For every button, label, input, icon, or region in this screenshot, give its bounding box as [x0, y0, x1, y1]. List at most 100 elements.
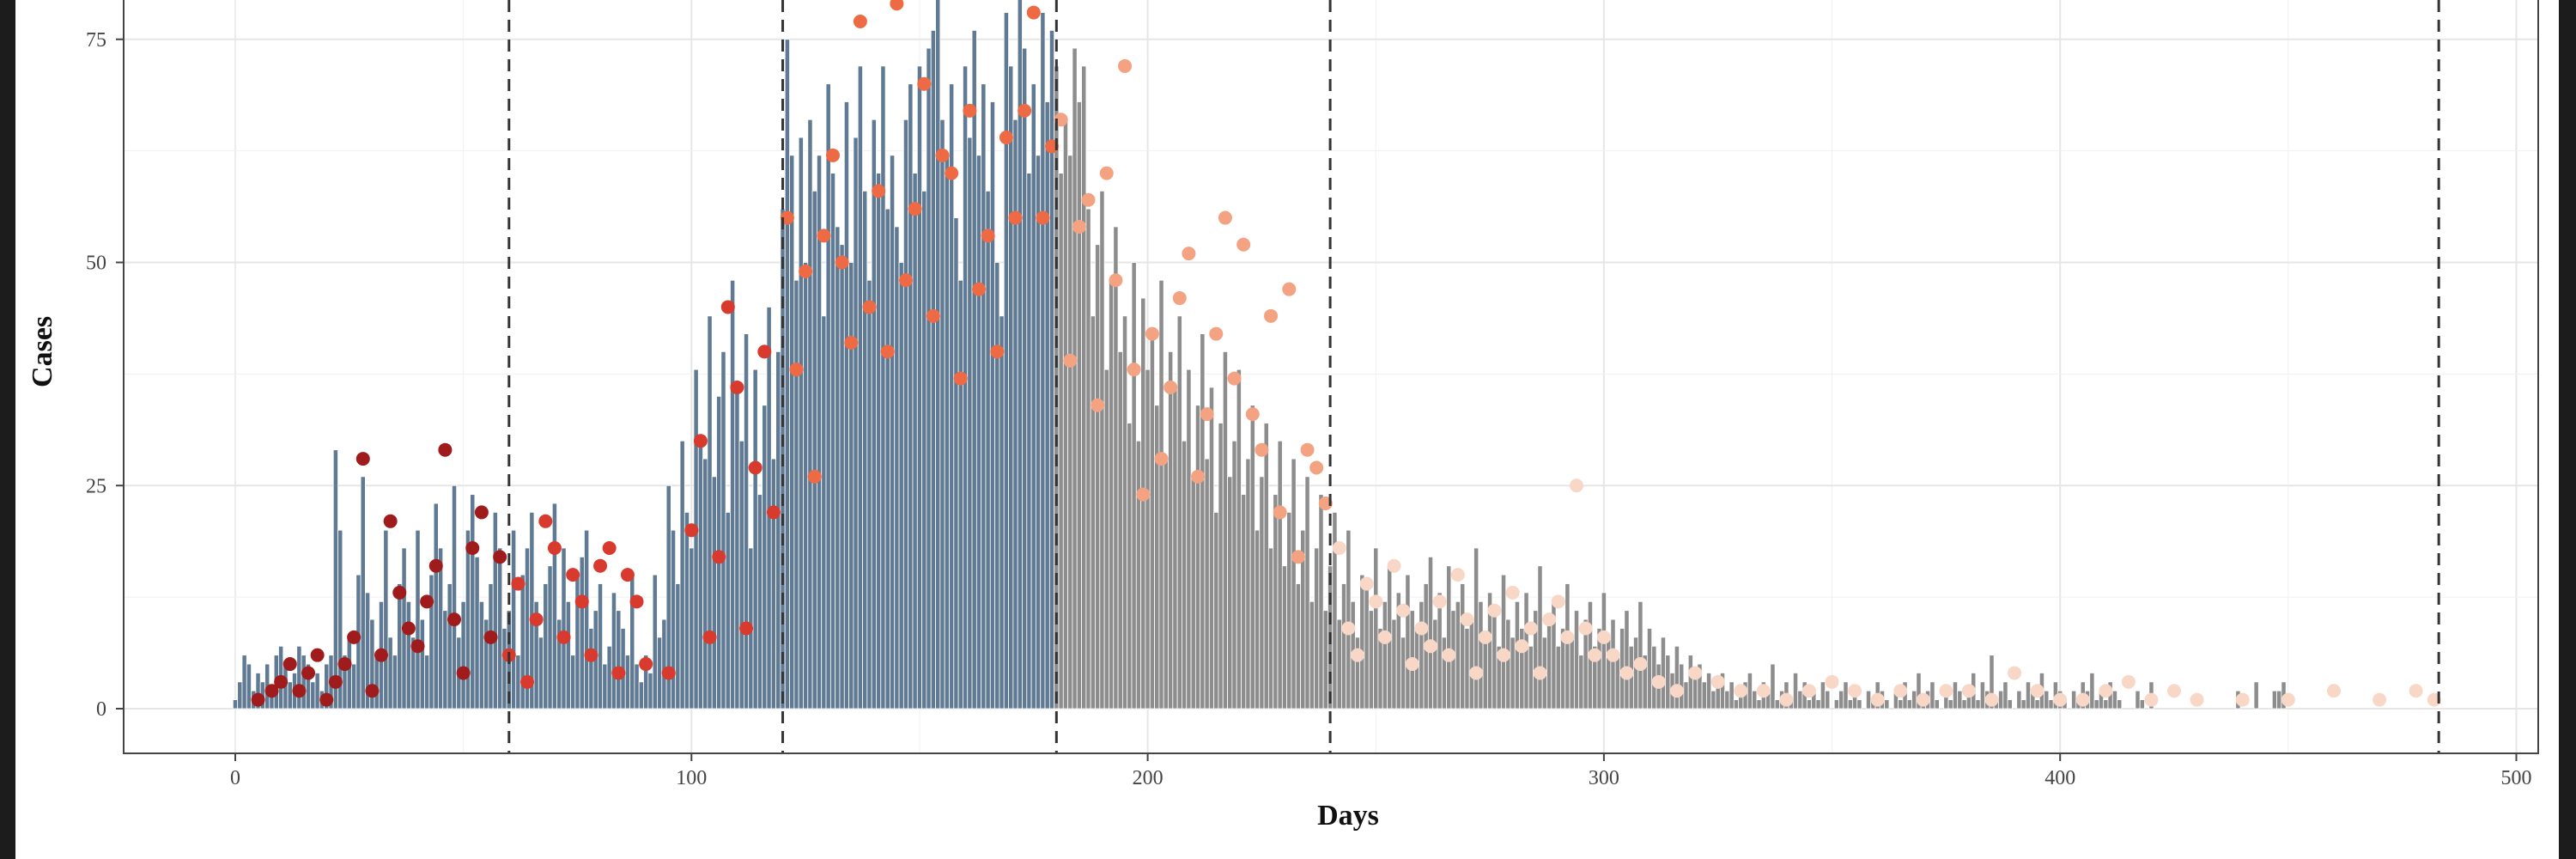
- bar: [1364, 583, 1370, 710]
- bar: [1291, 458, 1297, 710]
- bar: [574, 574, 580, 710]
- data-point: [693, 434, 708, 448]
- bar: [1318, 494, 1324, 710]
- data-point: [639, 657, 653, 672]
- bar: [1687, 655, 1693, 710]
- data-point: [566, 568, 580, 582]
- bar: [908, 83, 914, 710]
- bar: [1482, 637, 1488, 710]
- bar: [438, 547, 444, 710]
- bar: [465, 529, 471, 710]
- bar: [1182, 440, 1188, 710]
- data-point: [1109, 273, 1123, 288]
- bar: [1281, 565, 1288, 710]
- data-point: [420, 594, 434, 609]
- bar: [756, 494, 763, 710]
- bar: [693, 369, 699, 710]
- bar: [1505, 618, 1511, 710]
- bar: [963, 65, 969, 710]
- bar: [1286, 512, 1292, 710]
- bar: [1637, 600, 1643, 710]
- panel-border: [123, 0, 2539, 754]
- data-point: [972, 282, 987, 296]
- bar: [811, 190, 817, 710]
- phase-boundary-lines: [507, 0, 2440, 753]
- bar: [1774, 699, 1780, 710]
- bar: [1354, 637, 1361, 710]
- bar: [1884, 699, 1890, 710]
- bar: [1140, 297, 1146, 710]
- data-point: [274, 674, 289, 689]
- bar: [387, 637, 393, 710]
- bar: [1058, 173, 1064, 710]
- data-point: [766, 505, 781, 520]
- data-point: [807, 469, 822, 484]
- data-point: [2281, 692, 2295, 707]
- data-point: [2099, 684, 2113, 698]
- data-point: [1291, 550, 1305, 564]
- bar: [1514, 600, 1521, 710]
- bar: [884, 208, 890, 710]
- data-point: [1669, 684, 1684, 698]
- bar: [1295, 583, 1301, 710]
- bar: [770, 458, 776, 710]
- y-axis-title: Cases: [27, 316, 58, 387]
- data-point: [1515, 639, 1529, 654]
- data-point: [1442, 648, 1456, 662]
- data-point: [1756, 684, 1771, 698]
- bar: [2093, 699, 2099, 710]
- bar: [1728, 681, 1735, 710]
- bar: [1168, 350, 1174, 710]
- bar: [1437, 592, 1443, 710]
- data-point: [899, 273, 914, 288]
- data-point: [1218, 210, 1232, 225]
- data-point: [853, 14, 867, 28]
- data-point: [835, 255, 849, 270]
- data-point: [1350, 648, 1364, 662]
- bar: [957, 279, 963, 710]
- data-point: [2190, 692, 2204, 707]
- bar: [935, 0, 941, 710]
- bar: [1067, 155, 1073, 710]
- bar: [1770, 663, 1776, 710]
- data-point: [1018, 103, 1032, 118]
- data-point: [1273, 505, 1287, 520]
- bar: [2103, 699, 2109, 710]
- bar: [2016, 690, 2022, 710]
- bar: [1095, 244, 1101, 710]
- bar: [670, 529, 677, 710]
- bar: [902, 119, 909, 710]
- chart-frame: 0 100 200 300 400 500 0 25 50 75 Days Cases: [15, 0, 2559, 859]
- data-point: [1606, 648, 1620, 662]
- data-point: [1236, 237, 1251, 252]
- bar: [638, 681, 644, 710]
- x-axis-title: Days: [1317, 800, 1379, 832]
- data-point: [328, 674, 343, 689]
- bar: [1906, 699, 1912, 710]
- bar: [689, 547, 695, 710]
- bar: [1026, 173, 1032, 710]
- data-point: [908, 202, 922, 216]
- bar: [1373, 547, 1379, 710]
- bar: [1158, 279, 1164, 710]
- data-point: [1396, 603, 1411, 618]
- bar: [1382, 600, 1388, 710]
- data-point: [538, 514, 553, 528]
- data-point: [292, 684, 307, 698]
- bar: [1706, 673, 1712, 710]
- bar: [543, 583, 549, 710]
- x-tick-label: 300: [1589, 767, 1619, 789]
- bar: [738, 440, 744, 710]
- data-point: [438, 442, 453, 457]
- x-tick-label: 0: [230, 767, 240, 789]
- data-point: [990, 344, 1005, 359]
- bar: [2034, 699, 2040, 710]
- data-point: [757, 344, 772, 359]
- bar: [1222, 350, 1228, 710]
- data-point: [493, 550, 507, 564]
- bar: [967, 137, 973, 710]
- data-point: [611, 666, 626, 680]
- bar: [1838, 690, 1844, 710]
- data-point: [1916, 692, 1930, 707]
- bar: [1022, 47, 1028, 710]
